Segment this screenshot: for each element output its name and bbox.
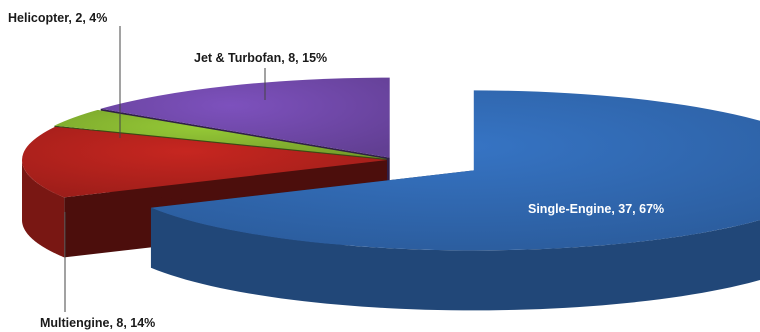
data-labels: Single-Engine, 37, 67% Multiengine, 8, 14… xyxy=(8,11,664,330)
leader-lines xyxy=(64,26,266,312)
data-label-helicopter: Helicopter, 2, 4% xyxy=(8,11,107,25)
data-label-single-engine: Single-Engine, 37, 67% xyxy=(528,202,664,216)
data-label-multiengine: Multiengine, 8, 14% xyxy=(40,316,155,330)
data-label-jet-and-turbofan: Jet & Turbofan, 8, 15% xyxy=(194,51,327,65)
slice-single-engine xyxy=(150,90,760,311)
slices-layer xyxy=(22,77,760,311)
